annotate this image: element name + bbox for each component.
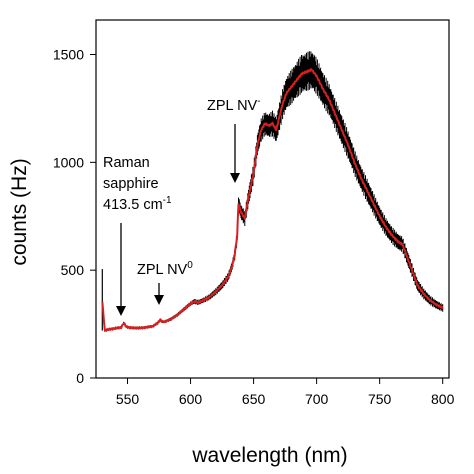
y-tick-label: 500 — [61, 262, 85, 278]
y-tick-label: 1500 — [53, 47, 84, 63]
zpl-nvminus-arrow-head — [230, 173, 240, 183]
zpl-nvminus-label: ZPL NV- — [207, 96, 261, 114]
x-axis-title: wavelength (nm) — [191, 444, 347, 467]
x-tick-label: 750 — [368, 391, 392, 407]
y-axis-title: counts (Hz) — [8, 158, 31, 265]
x-axis: 550 600 650 700 750 800 — [116, 378, 455, 407]
raman-line-3: 413.5 cm-1 — [103, 195, 172, 213]
x-tick-label: 650 — [242, 391, 266, 407]
zpl-nv0-label: ZPL NV0 — [137, 260, 193, 278]
annotation-raman: Raman sapphire 413.5 cm-1 — [103, 155, 172, 316]
chart-marks — [101, 51, 444, 332]
series-line — [101, 68, 444, 332]
raman-line-1: Raman — [103, 155, 150, 171]
zpl-nvminus-superscript: - — [257, 96, 260, 107]
x-tick-label: 550 — [116, 391, 140, 407]
y-axis: 0 500 1000 1500 — [53, 47, 96, 386]
y-tick-label: 1000 — [53, 154, 84, 170]
raman-line-3-text: 413.5 cm — [103, 197, 163, 213]
x-tick-label: 800 — [431, 391, 455, 407]
raman-superscript: -1 — [163, 195, 172, 206]
zpl-nvminus-text: ZPL NV — [207, 98, 258, 114]
raman-arrow-head — [116, 306, 126, 316]
y-tick-label: 0 — [76, 370, 84, 386]
x-tick-label: 700 — [305, 391, 329, 407]
annotation-zpl-nv0: ZPL NV0 — [137, 260, 193, 305]
annotation-zpl-nvminus: ZPL NV- — [207, 96, 261, 183]
plot-frame — [95, 19, 450, 379]
raman-line-2: sapphire — [103, 176, 159, 192]
zpl-nv0-text: ZPL NV — [137, 262, 188, 278]
zpl-nv0-arrow-head — [154, 295, 164, 305]
x-tick-label: 600 — [179, 391, 203, 407]
zpl-nv0-superscript: 0 — [187, 260, 193, 271]
